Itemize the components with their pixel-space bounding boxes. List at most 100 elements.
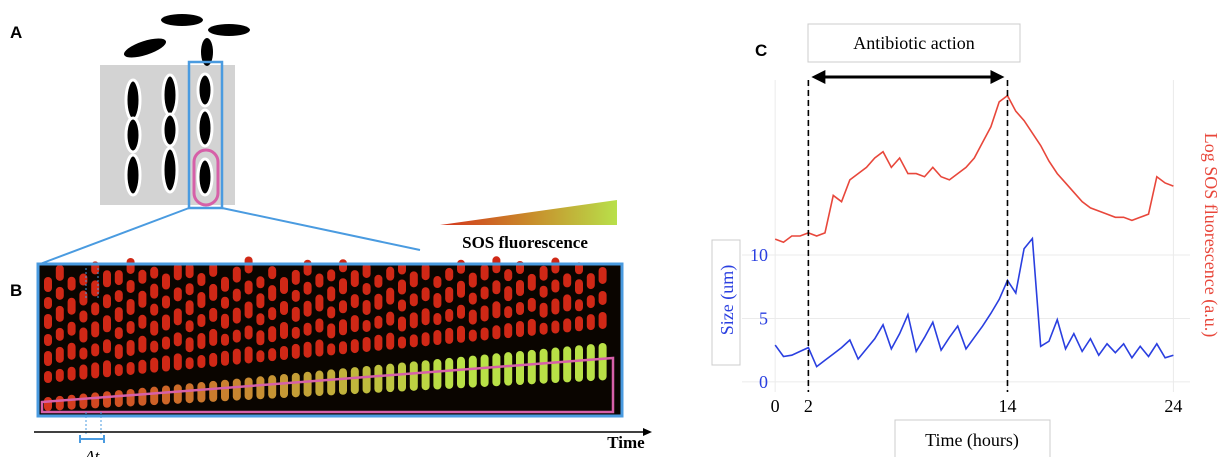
cell — [468, 272, 477, 288]
cell — [232, 348, 241, 365]
cell — [598, 342, 607, 381]
cell — [221, 350, 229, 366]
cell — [79, 273, 88, 286]
cell — [197, 314, 206, 328]
cell — [457, 259, 465, 274]
cell — [362, 319, 371, 332]
cell — [516, 280, 524, 296]
cell — [551, 279, 560, 293]
cell — [55, 368, 64, 382]
cell — [575, 299, 583, 312]
cell — [445, 357, 454, 389]
cell — [221, 379, 229, 402]
cell — [409, 271, 418, 288]
cell — [91, 280, 100, 297]
cell — [162, 355, 170, 372]
cell — [185, 263, 194, 279]
cell — [551, 347, 560, 384]
cell — [327, 369, 336, 396]
cell — [409, 361, 418, 391]
cell — [209, 328, 218, 346]
cell — [339, 319, 347, 336]
cell — [150, 357, 159, 373]
cell — [303, 371, 312, 397]
cell — [421, 332, 430, 347]
cell — [91, 392, 100, 409]
cell — [598, 266, 607, 284]
cell — [114, 344, 123, 360]
cell — [150, 320, 159, 336]
cell — [433, 276, 442, 289]
cell — [114, 270, 123, 286]
action-arrowhead — [990, 70, 1005, 84]
cell — [445, 308, 454, 322]
cell — [468, 292, 477, 305]
kymograph-frame — [36, 262, 624, 418]
cell — [563, 273, 572, 288]
cell — [350, 367, 359, 395]
cell — [268, 285, 277, 302]
cell — [79, 364, 88, 380]
y2-axis-label: Log SOS fluorescence (a.u.) — [1200, 133, 1221, 337]
cell — [303, 259, 312, 276]
panel-letter: A — [10, 23, 22, 42]
cell — [575, 345, 583, 382]
cell — [44, 334, 52, 346]
cell — [173, 287, 182, 302]
cell — [421, 287, 430, 302]
cell — [291, 306, 300, 322]
cell — [386, 332, 395, 350]
mother-lineage-outline — [40, 356, 615, 414]
cell — [457, 304, 465, 319]
cell — [91, 321, 100, 338]
cell — [173, 308, 182, 326]
cell — [539, 265, 548, 281]
cell — [185, 337, 194, 353]
cell — [563, 294, 572, 312]
cell — [162, 336, 170, 350]
cell — [362, 336, 371, 352]
cell — [126, 339, 135, 356]
cell — [551, 298, 560, 315]
cell — [209, 380, 218, 402]
cell — [103, 339, 111, 354]
cell — [55, 327, 64, 341]
cell — [421, 308, 430, 326]
cell — [103, 391, 111, 408]
cell — [197, 355, 206, 369]
cell — [79, 347, 88, 360]
cell — [232, 329, 241, 343]
cell — [79, 393, 88, 410]
cell — [256, 313, 265, 326]
cell — [504, 306, 513, 319]
cell — [551, 320, 560, 334]
cell — [409, 293, 418, 307]
cell — [173, 332, 182, 347]
cell — [480, 305, 489, 322]
y-tick-label: 5 — [759, 308, 768, 328]
cell — [386, 363, 395, 393]
cell — [374, 315, 383, 329]
cell — [327, 343, 336, 356]
cell — [315, 339, 324, 357]
cell — [103, 294, 111, 309]
cell — [516, 351, 524, 385]
legend-label: SOS fluorescence — [462, 233, 588, 252]
cell — [197, 333, 206, 350]
cell — [126, 388, 135, 407]
cell — [468, 329, 477, 342]
cell — [539, 348, 548, 384]
cell — [409, 312, 418, 329]
cell — [256, 276, 265, 289]
cell — [433, 330, 442, 346]
cell — [339, 278, 347, 295]
cell — [339, 259, 347, 273]
cell — [492, 280, 501, 295]
cell — [433, 313, 442, 326]
cell — [67, 342, 76, 360]
cell — [480, 354, 489, 387]
annotation: Antibiotic action — [853, 33, 974, 53]
cell — [79, 327, 88, 343]
interval-label: Δt — [84, 447, 101, 457]
cell — [150, 303, 159, 316]
